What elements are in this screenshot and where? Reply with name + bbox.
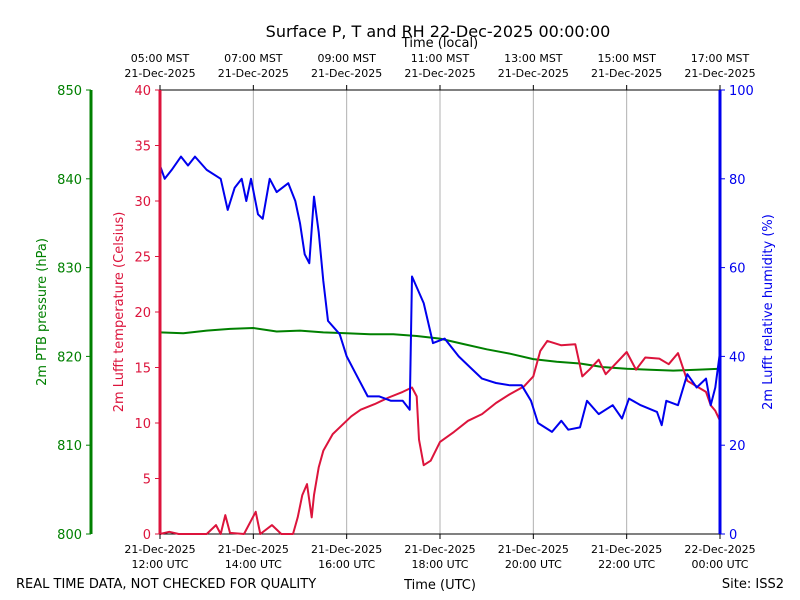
temperature-tick-label: 25 (134, 251, 151, 266)
gridlines (252, 90, 628, 534)
humidity-tick-label: 60 (729, 262, 746, 277)
temperature-axis-label: 2m Lufft temperature (Celsius) (112, 212, 127, 413)
temperature-tick-label: 30 (134, 195, 151, 210)
temperature-tick-label: 10 (134, 417, 151, 432)
temperature-tick-label: 5 (143, 473, 151, 488)
temperature-tick-label: 40 (134, 84, 151, 99)
utc-tick-time: 20:00 UTC (505, 558, 562, 571)
humidity-tick-label: 100 (729, 84, 754, 99)
pressure-tick-label: 820 (57, 350, 82, 365)
chart-title: Surface P, T and RH 22-Dec-2025 00:00:00 (266, 22, 611, 41)
top-axis-label: Time (local) (401, 36, 478, 51)
local-tick-time: 09:00 MST (317, 52, 376, 65)
utc-tick-time: 18:00 UTC (411, 558, 468, 571)
site-label: Site: ISS2 (722, 577, 784, 592)
utc-tick-date: 22-Dec-2025 (684, 543, 755, 556)
utc-tick-time: 12:00 UTC (131, 558, 188, 571)
local-tick-date: 21-Dec-2025 (684, 67, 755, 80)
quality-disclaimer: REAL TIME DATA, NOT CHECKED FOR QUALITY (16, 577, 316, 592)
humidity-axis-label: 2m Lufft relative humidity (%) (761, 214, 776, 410)
local-tick-date: 21-Dec-2025 (498, 67, 569, 80)
utc-tick-time: 16:00 UTC (318, 558, 375, 571)
pressure-series-line (159, 327, 721, 372)
pressure-axis: 800 810 820 830 840 850 2m PTB pressure (hPa) (35, 84, 93, 543)
local-tick-date: 21-Dec-2025 (591, 67, 662, 80)
temperature-axis: 0 5 10 15 20 25 30 35 40 2m Lufft temperature (Ce… (112, 84, 162, 543)
utc-tick-date: 21-Dec-2025 (498, 543, 569, 556)
local-tick-date: 21-Dec-2025 (218, 67, 289, 80)
utc-tick-date: 21-Dec-2025 (218, 543, 289, 556)
local-tick-date: 21-Dec-2025 (124, 67, 195, 80)
local-tick-date: 21-Dec-2025 (311, 67, 382, 80)
pressure-tick-label: 810 (57, 439, 82, 454)
pressure-tick-label: 850 (57, 84, 82, 99)
utc-tick-time: 00:00 UTC (691, 558, 748, 571)
series-layer (159, 155, 721, 535)
humidity-tick-label: 80 (729, 173, 746, 188)
temperature-tick-label: 0 (143, 528, 151, 543)
utc-tick-time: 14:00 UTC (225, 558, 282, 571)
utc-tick-date: 21-Dec-2025 (404, 543, 475, 556)
temperature-tick-label: 20 (134, 306, 151, 321)
local-tick-date: 21-Dec-2025 (404, 67, 475, 80)
humidity-tick-label: 20 (729, 439, 746, 454)
time-local-axis: 05:00 MST 21-Dec-2025 07:00 MST 21-Dec-2025… (124, 52, 756, 90)
local-tick-time: 13:00 MST (504, 52, 563, 65)
local-tick-time: 07:00 MST (224, 52, 283, 65)
pressure-tick-label: 830 (57, 262, 82, 277)
time-utc-axis: 21-Dec-2025 12:00 UTC 21-Dec-2025 14:00 UTC… (124, 534, 756, 571)
utc-tick-time: 22:00 UTC (598, 558, 655, 571)
utc-tick-date: 21-Dec-2025 (124, 543, 195, 556)
humidity-axis: 0 20 40 60 80 100 2m Lufft relative humidity (… (718, 84, 776, 543)
local-tick-time: 11:00 MST (411, 52, 470, 65)
temperature-tick-label: 35 (134, 140, 151, 155)
humidity-tick-label: 0 (729, 528, 737, 543)
utc-tick-date: 21-Dec-2025 (311, 543, 382, 556)
bottom-axis-label: Time (UTC) (403, 578, 476, 593)
local-tick-time: 15:00 MST (597, 52, 656, 65)
local-tick-time: 05:00 MST (131, 52, 190, 65)
utc-tick-date: 21-Dec-2025 (591, 543, 662, 556)
humidity-series-line (159, 155, 721, 433)
pressure-tick-label: 840 (57, 173, 82, 188)
pressure-tick-label: 800 (57, 528, 82, 543)
local-tick-time: 17:00 MST (691, 52, 750, 65)
pressure-axis-label: 2m PTB pressure (hPa) (35, 238, 50, 386)
humidity-tick-label: 40 (729, 350, 746, 365)
temperature-series-line (159, 339, 721, 535)
temperature-tick-label: 15 (134, 362, 151, 377)
